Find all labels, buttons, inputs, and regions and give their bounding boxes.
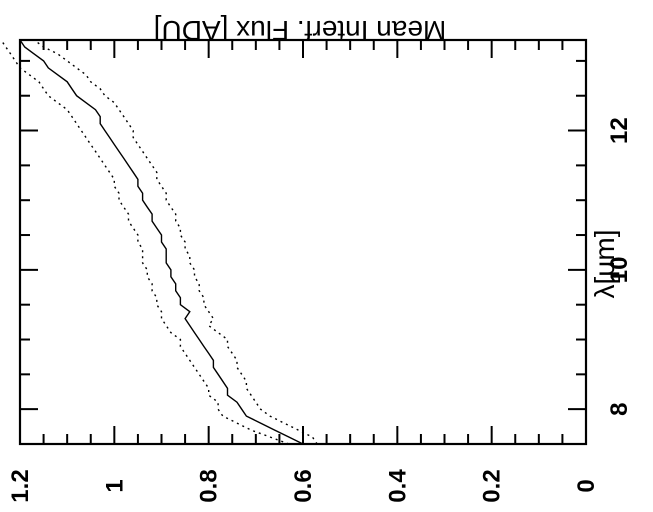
- y-tick-label: 0: [573, 479, 600, 492]
- plot-frame: [18, 38, 588, 446]
- series-line-0: [19, 39, 304, 445]
- series-line-1: [33, 39, 318, 445]
- axis-ticks: [19, 40, 587, 445]
- y-axis-title: Mean Interf. Flux [ADU]: [154, 15, 447, 46]
- x-axis-title: λ[μm]: [589, 229, 620, 298]
- x-tick-label: 10: [606, 257, 633, 284]
- y-tick-label: 0.6: [290, 469, 317, 502]
- x-tick-label: 8: [606, 403, 633, 416]
- y-tick-label: 0.8: [196, 469, 223, 502]
- y-tick-label: 0.4: [384, 469, 411, 503]
- y-tick-label: 1.2: [7, 469, 34, 502]
- series-line-2: [0, 39, 290, 445]
- y-tick-label: 1: [101, 479, 128, 492]
- tick-labels: 0 0.2 0.4 0.6 0.8 1 1.2 8 10 12: [7, 117, 633, 502]
- series-layer: [0, 39, 318, 445]
- x-tick-label: 12: [606, 117, 633, 144]
- y-tick-label: 0.2: [479, 469, 506, 502]
